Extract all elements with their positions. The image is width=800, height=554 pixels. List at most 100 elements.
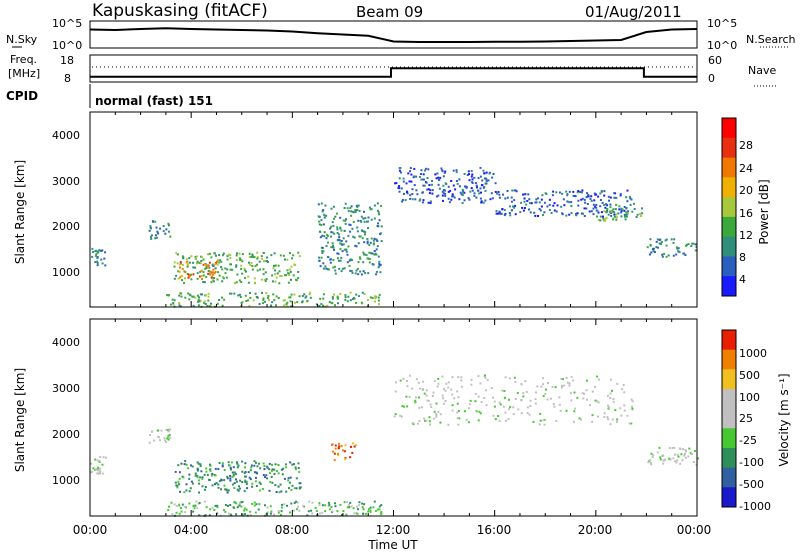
power-mark (226, 255, 229, 258)
power-mark (240, 264, 243, 267)
power-mark (235, 265, 238, 268)
velocity-mark (619, 407, 622, 410)
velocity-mark (268, 468, 271, 471)
power-mark (251, 254, 254, 257)
power-mark (442, 175, 445, 178)
power-mark (484, 189, 487, 192)
velocity-scatter-marks (90, 374, 699, 517)
velocity-mark (562, 378, 564, 381)
velocity-mark (492, 396, 495, 399)
power-mark (308, 293, 311, 296)
power-mark (184, 277, 186, 280)
velocity-mark (201, 485, 204, 488)
power-mark (373, 204, 376, 207)
power-mark (609, 206, 612, 209)
power-mark (411, 193, 414, 195)
power-mark (221, 280, 224, 283)
power-mark (480, 201, 483, 204)
power-mark (629, 197, 632, 200)
power-mark (665, 244, 668, 247)
power-mark (159, 227, 162, 230)
power-mark (349, 269, 352, 272)
velocity-mark (218, 480, 221, 483)
velocity-mark (606, 416, 609, 419)
velocity-mark (649, 461, 652, 464)
nsearch-tick-top: 10^5 (707, 17, 737, 30)
velocity-mark (266, 506, 269, 509)
power-mark (241, 253, 244, 256)
velocity-mark (504, 376, 507, 379)
power-mark (374, 297, 377, 300)
velocity-mark (651, 456, 654, 459)
velocity-mark (204, 488, 206, 491)
power-mark (406, 192, 409, 195)
velocity-mark (691, 453, 693, 456)
velocity-mark (560, 384, 563, 387)
velocity-mark (194, 504, 197, 507)
power-mark (455, 171, 458, 174)
power-mark (627, 212, 629, 215)
power-mark (262, 268, 265, 271)
power-mark (176, 253, 179, 256)
power-mark (415, 175, 418, 178)
velocity-mark (169, 436, 172, 439)
velocity-mark (607, 404, 609, 407)
power-mark (220, 260, 223, 263)
velocity-mark (497, 415, 500, 417)
power-mark (272, 280, 274, 283)
power-mark (620, 211, 623, 214)
velocity-mark (244, 466, 246, 469)
power-mark (253, 277, 256, 280)
power-mark (262, 298, 265, 301)
power-mark (625, 215, 628, 218)
velocity-mark (576, 396, 579, 399)
power-mark (678, 251, 681, 254)
velocity-mark (298, 509, 301, 512)
power-mark (685, 244, 688, 247)
velocity-mark (628, 422, 631, 425)
power-mark (627, 210, 629, 213)
velocity-mark (433, 410, 436, 413)
velocity-mark (525, 391, 528, 393)
velocity-mark (327, 505, 330, 507)
velocity-mark (177, 464, 180, 467)
power-mark (352, 235, 355, 238)
velocity-mark (293, 509, 295, 512)
power-mark (348, 223, 351, 226)
power-mark (278, 282, 281, 285)
velocity-mark (224, 488, 227, 491)
velocity-mark (432, 417, 435, 420)
velocity-mark (168, 505, 170, 508)
power-mark (361, 230, 364, 233)
power-mark (357, 261, 360, 264)
power-mark (445, 183, 448, 186)
power-mark (452, 194, 455, 197)
velocity-mark (582, 397, 585, 400)
power-mark (354, 272, 357, 275)
power-mark (394, 182, 397, 185)
power-mark (224, 272, 227, 275)
velocity-mark (243, 509, 246, 512)
velocity-mark (477, 395, 480, 398)
power-mark (599, 199, 602, 201)
velocity-mark (358, 504, 361, 507)
power-mark (340, 229, 343, 232)
velocity-mark (486, 379, 489, 382)
power-mark (295, 278, 297, 281)
power-mark (297, 251, 300, 254)
velocity-mark (591, 420, 594, 423)
power-mark (545, 192, 548, 195)
power-mark (600, 211, 603, 214)
power-mark (175, 252, 178, 255)
power-mark (332, 217, 335, 220)
velocity-mark (676, 459, 679, 462)
power-mark (473, 176, 476, 179)
power-mark (361, 237, 364, 240)
velocity-mark (227, 504, 229, 507)
velocity-mark (426, 399, 429, 402)
power-mark (605, 216, 608, 219)
nsky-series-line (89, 27, 698, 43)
velocity-mark (266, 477, 268, 480)
power-mark (646, 246, 649, 249)
